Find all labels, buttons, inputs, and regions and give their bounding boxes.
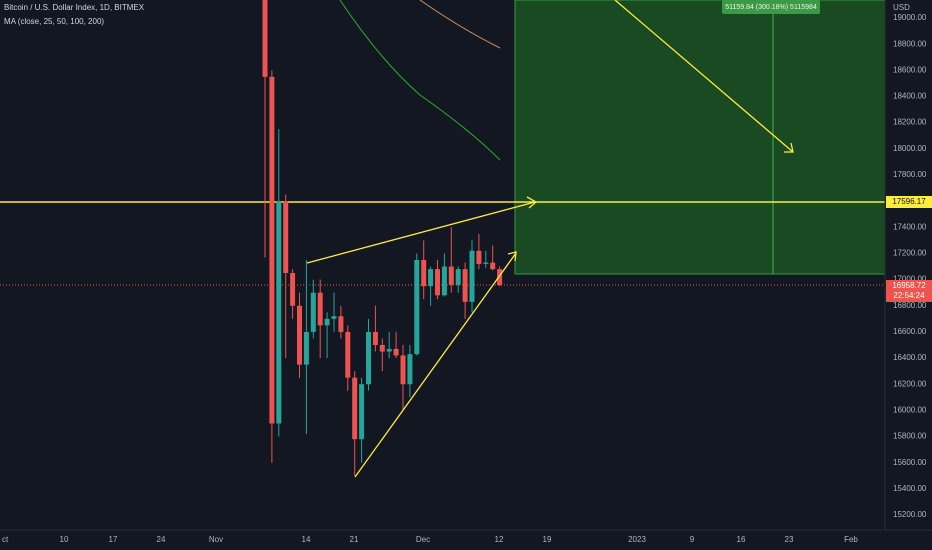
price-tick-label: 17000.00 (893, 275, 927, 284)
candle-body (290, 273, 296, 306)
time-tick-label: 19 (543, 535, 552, 544)
price-tick-label: 16000.00 (893, 406, 927, 415)
price-tick-label: 15400.00 (893, 484, 927, 493)
candle-body (269, 76, 275, 424)
time-tick-label: 14 (302, 535, 311, 544)
price-axis (885, 0, 932, 530)
candle-body (435, 269, 440, 296)
time-tick-label: Dec (416, 535, 430, 544)
candle-body (462, 269, 468, 302)
candle-body (386, 348, 392, 352)
price-tick-label: 18600.00 (893, 65, 927, 74)
legend-indicator: MA (close, 25, 50, 100, 200) (4, 17, 104, 26)
candle-body (283, 201, 289, 274)
candle-body (310, 292, 316, 332)
candle-body (414, 259, 420, 355)
candle-body (379, 345, 385, 352)
candle-body (476, 250, 482, 264)
time-tick-label: 9 (690, 535, 695, 544)
candle-body (483, 262, 489, 264)
price-tick-label: 18800.00 (893, 39, 927, 48)
time-tick-label: 16 (737, 535, 746, 544)
time-tick-label: 23 (785, 535, 794, 544)
drawings (306, 0, 794, 478)
ma-green (339, 0, 501, 161)
time-tick-label: 12 (495, 535, 504, 544)
price-tick-label: 15800.00 (893, 432, 927, 441)
price-tick-label: 18200.00 (893, 118, 927, 127)
candle-body (297, 305, 302, 365)
time-tick-label: Feb (844, 535, 858, 544)
price-tick-label: 17200.00 (893, 249, 927, 258)
candle-body (331, 316, 337, 319)
candle-body (490, 262, 496, 270)
candle-body (393, 348, 399, 356)
last-price-tag (886, 280, 932, 302)
candle-body (421, 259, 427, 287)
measure-box (722, 0, 820, 14)
ma-orange (419, 0, 501, 49)
candle-body (303, 331, 309, 365)
time-ticks: ct 10 17 24 Nov 14 21 Dec 12 19 2023 9 16 23 Feb (2, 535, 858, 544)
candle-body (469, 250, 475, 302)
trend-arrow-upper (306, 196, 538, 264)
legend-symbol: Bitcoin / U.S. Dollar Index, 1D, BITMEX (4, 3, 145, 12)
candle-body (448, 266, 454, 285)
candles (262, 0, 503, 476)
trend-arrow-lower (354, 251, 517, 478)
time-tick-label: 10 (60, 535, 69, 544)
candle-body (455, 269, 461, 285)
currency: USD (893, 3, 910, 12)
price-tick-label: 17800.00 (893, 170, 927, 179)
candle-body (428, 269, 434, 287)
line-price-label: 17596.17 (892, 197, 926, 206)
price-tick-label: 18000.00 (893, 144, 927, 153)
candle-body (441, 266, 447, 296)
candle-body (366, 331, 371, 385)
price-tick-label: 16400.00 (893, 353, 927, 362)
candle-body (262, 0, 268, 77)
candle-body (345, 331, 351, 378)
candle-body (324, 318, 330, 326)
candle-body (372, 331, 378, 345)
time-tick-label: 21 (350, 535, 359, 544)
trend-arrow-down (614, 0, 794, 153)
time-tick-label: 2023 (628, 535, 646, 544)
price-tick-label: 15600.00 (893, 458, 927, 467)
price-tick-label: 16600.00 (893, 327, 927, 336)
line-price-tag (886, 196, 932, 208)
candle-body (317, 292, 323, 326)
last-price-label: 16958.72 (892, 281, 926, 290)
price-tick-label: 16800.00 (893, 301, 927, 310)
measure-label: 51159.84 (300.18%) 5115984 (725, 4, 817, 11)
candle-body (407, 354, 413, 385)
countdown-label: 22:54:24 (893, 291, 925, 300)
time-tick-label: ct (2, 535, 9, 544)
price-tick-label: 15200.00 (893, 510, 927, 519)
time-tick-label: 17 (109, 535, 118, 544)
candle-body (276, 201, 282, 424)
price-tick-label: 16200.00 (893, 379, 927, 388)
price-tick-label: 18400.00 (893, 92, 927, 101)
time-tick-label: 24 (157, 535, 166, 544)
price-tick-label: 17400.00 (893, 222, 927, 231)
candle-body (359, 384, 365, 440)
target-zone (514, 0, 886, 275)
candle-body (352, 377, 358, 440)
price-tick-label: 19000.00 (893, 13, 927, 22)
candle-body (497, 269, 503, 286)
candle-body (400, 355, 406, 385)
candle-body (338, 316, 344, 332)
time-tick-label: Nov (209, 535, 223, 544)
price-ticks: 19000.00 18800.00 18600.00 18400.00 18200.00… (893, 13, 927, 519)
